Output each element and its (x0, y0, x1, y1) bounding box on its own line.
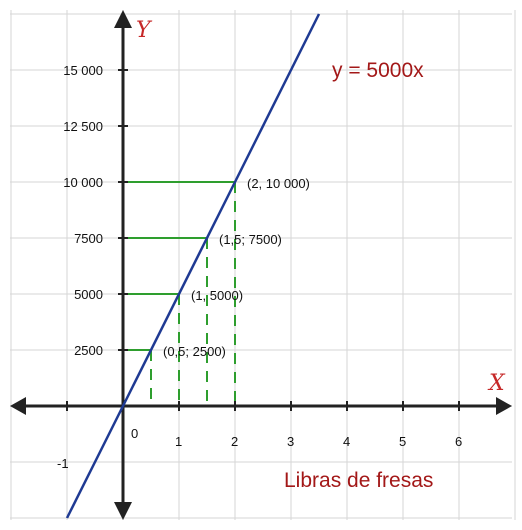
y-tick-label: 7500 (74, 231, 103, 246)
point-label: (1,5; 7500) (219, 232, 282, 247)
y-tick-label: 10 000 (63, 175, 103, 190)
equation-label: y = 5000x (332, 59, 424, 82)
x-tick-label: 1 (175, 434, 182, 449)
grid (10, 10, 516, 520)
x-axis-arrow-left (10, 397, 26, 415)
y-axis-name: Y (136, 18, 153, 43)
x-tick-label: 3 (287, 434, 294, 449)
series-line (65, 13, 321, 519)
y-axis-arrow-up (114, 10, 132, 28)
point-label: (1, 5000) (191, 288, 243, 303)
y-tick-label: 12 500 (63, 119, 103, 134)
x-tick-label: -1 (57, 456, 69, 471)
origin-label: 0 (131, 426, 138, 441)
point-label: (2, 10 000) (247, 176, 310, 191)
x-tick-label: 2 (231, 434, 238, 449)
ticks: -1 1 2 3 4 5 6 2500 5000 7500 10 000 12 500 15 000 (57, 63, 462, 471)
series (65, 13, 321, 519)
axes (10, 10, 512, 520)
x-axis-title: Libras de fresas (284, 469, 433, 492)
x-axis-name: X (487, 371, 506, 396)
x-tick-label: 6 (455, 434, 462, 449)
point-label: (0,5; 2500) (163, 344, 226, 359)
y-axis-arrow-down (114, 502, 132, 520)
x-tick-label: 4 (343, 434, 350, 449)
y-tick-label: 2500 (74, 343, 103, 358)
y-tick-label: 15 000 (63, 63, 103, 78)
y-tick-label: 5000 (74, 287, 103, 302)
x-axis-arrow-right (496, 397, 512, 415)
labels: (0,5; 2500) (1, 5000) (1,5; 7500) (2, 10 00… (163, 176, 310, 359)
x-tick-label: 5 (399, 434, 406, 449)
